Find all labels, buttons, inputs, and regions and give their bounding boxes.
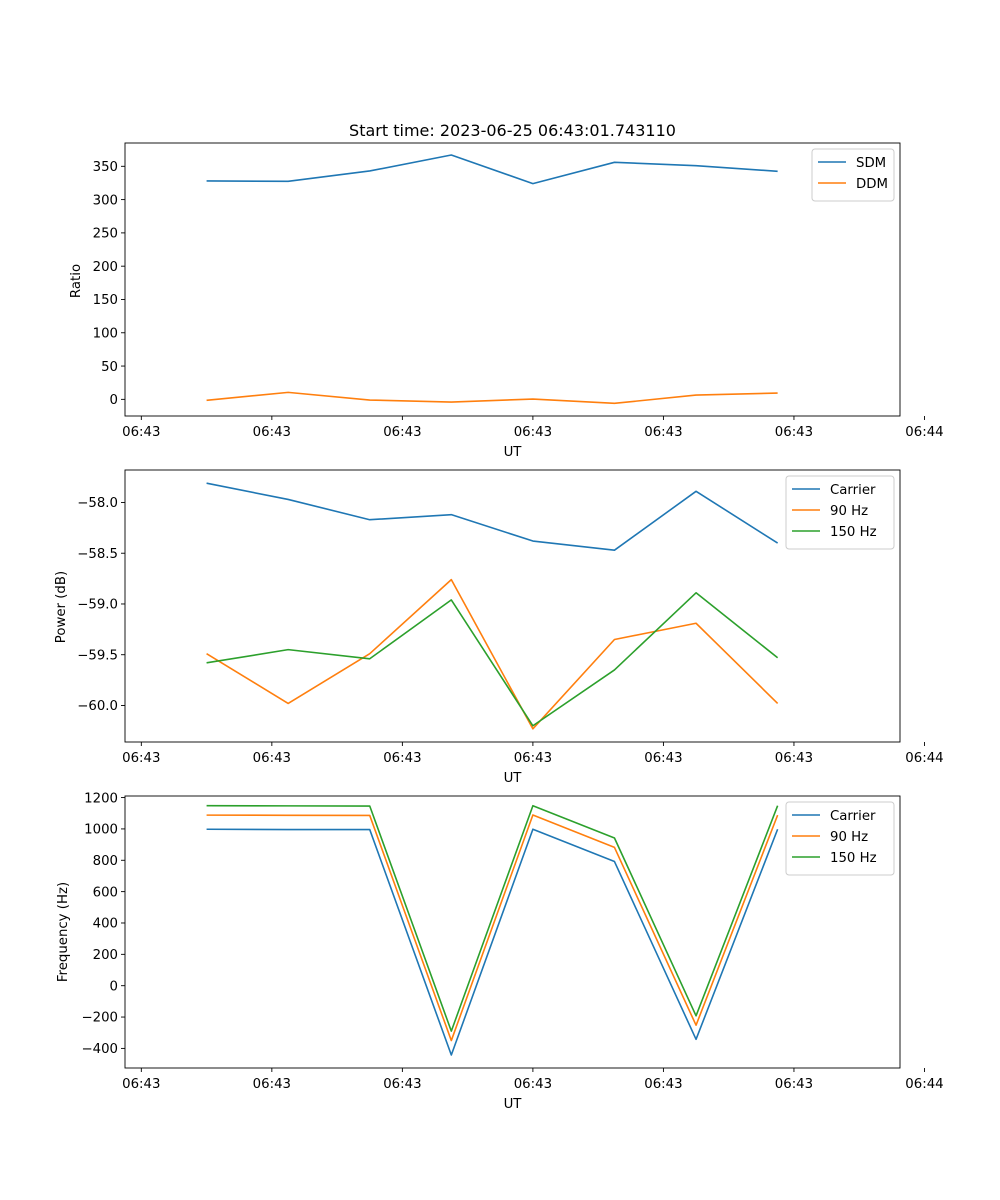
x-tick-label: 06:43	[122, 425, 160, 440]
x-tick-label: 06:43	[644, 751, 682, 766]
x-tick-label: 06:43	[514, 425, 552, 440]
chart-title: Start time: 2023-06-25 06:43:01.743110	[349, 121, 676, 140]
x-tick-label: 06:43	[775, 751, 813, 766]
series-line-150-hz	[206, 592, 779, 727]
x-tick-label: 06:43	[644, 1077, 682, 1092]
axes-frame	[124, 469, 901, 743]
y-tick-label: 1000	[84, 823, 118, 838]
legend-label: 90 Hz	[830, 830, 868, 845]
series-line-ddm	[206, 391, 778, 405]
series-line-90-hz	[206, 578, 779, 730]
y-tick-label: 600	[93, 885, 118, 900]
y-tick-label: 0	[110, 393, 118, 408]
legend-label: SDM	[856, 156, 886, 171]
y-tick-label: −58.5	[77, 547, 118, 562]
legend: Carrier 90 Hz 150 Hz	[785, 801, 895, 876]
x-tick-label: 06:43	[644, 425, 682, 440]
series-line-carrier	[206, 828, 779, 1056]
ratio-panel: Start time: 2023-06-25 06:43:01.743110 U…	[69, 121, 944, 460]
x-tick-label: 06:43	[383, 425, 421, 440]
x-tick-label: 06:43	[122, 1077, 160, 1092]
x-tick-label: 06:43	[383, 1077, 421, 1092]
y-tick-label: 200	[93, 948, 118, 963]
y-tick-label: −60.0	[77, 699, 118, 714]
legend: Carrier 90 Hz 150 Hz	[785, 475, 895, 550]
y-tick-label: 0	[110, 979, 118, 994]
legend-label: DDM	[856, 177, 888, 192]
x-tick-label: 06:43	[514, 751, 552, 766]
y-axis-label: Power (dB)	[54, 571, 69, 643]
legend-label: Carrier	[830, 483, 876, 498]
series-line-sdm	[206, 154, 778, 185]
x-tick-label: 06:43	[253, 1077, 291, 1092]
x-tick-label: 06:43	[253, 425, 291, 440]
axes-frame	[124, 795, 901, 1069]
y-axis-label: Ratio	[69, 264, 84, 298]
x-tick-label: 06:43	[775, 1077, 813, 1092]
series-line-carrier	[206, 482, 779, 551]
y-axis-label: Frequency (Hz)	[56, 882, 71, 982]
x-tick-label: 06:43	[383, 751, 421, 766]
series-line-150-hz	[206, 804, 779, 1032]
legend: SDM DDM	[811, 148, 895, 202]
y-tick-label: 200	[93, 260, 118, 275]
legend-label: Carrier	[830, 809, 876, 824]
axes-frame	[124, 142, 901, 417]
ratio-plot-area: 06:43 06:43 06:43 06:43 06:43 06:43 06:44 0 50 10…	[93, 142, 944, 440]
y-tick-label: −400	[81, 1042, 118, 1057]
y-tick-label: −59.5	[77, 648, 118, 663]
x-tick-label: 06:44	[905, 1077, 943, 1092]
x-tick-label: 06:43	[514, 1077, 552, 1092]
power-panel: UT Power (dB) 06:43 06:43 06:43 06:43 06:43 0…	[54, 469, 944, 786]
x-tick-label: 06:43	[122, 751, 160, 766]
x-tick-label: 06:44	[905, 425, 943, 440]
power-plot-area: 06:43 06:43 06:43 06:43 06:43 06:43 06:44 −60.0…	[77, 469, 944, 766]
x-axis-label: UT	[504, 1097, 523, 1112]
x-tick-label: 06:43	[253, 751, 291, 766]
y-tick-label: −58.0	[77, 496, 118, 511]
x-tick-label: 06:44	[905, 751, 943, 766]
y-tick-label: 400	[93, 917, 118, 932]
x-axis-label: UT	[504, 445, 523, 460]
y-tick-label: 350	[93, 160, 118, 175]
series-line-90-hz	[206, 814, 779, 1042]
y-tick-label: −59.0	[77, 598, 118, 613]
x-axis-label: UT	[504, 771, 523, 786]
y-tick-label: −200	[81, 1011, 118, 1026]
y-tick-label: 800	[93, 854, 118, 869]
x-tick-label: 06:43	[775, 425, 813, 440]
y-tick-label: 50	[101, 360, 118, 375]
frequency-panel: UT Frequency (Hz) 06:43 06:43 06:43 06:43 06…	[56, 791, 944, 1112]
legend-label: 150 Hz	[830, 525, 877, 540]
y-tick-label: 300	[93, 193, 118, 208]
y-tick-label: 150	[93, 293, 118, 308]
y-tick-label: 1200	[84, 791, 118, 806]
legend-label: 90 Hz	[830, 504, 868, 519]
y-tick-label: 250	[93, 227, 118, 242]
y-tick-label: 100	[93, 326, 118, 341]
legend-label: 150 Hz	[830, 851, 877, 866]
frequency-plot-area: 06:43 06:43 06:43 06:43 06:43 06:43 06:44 −400 −…	[81, 791, 943, 1092]
